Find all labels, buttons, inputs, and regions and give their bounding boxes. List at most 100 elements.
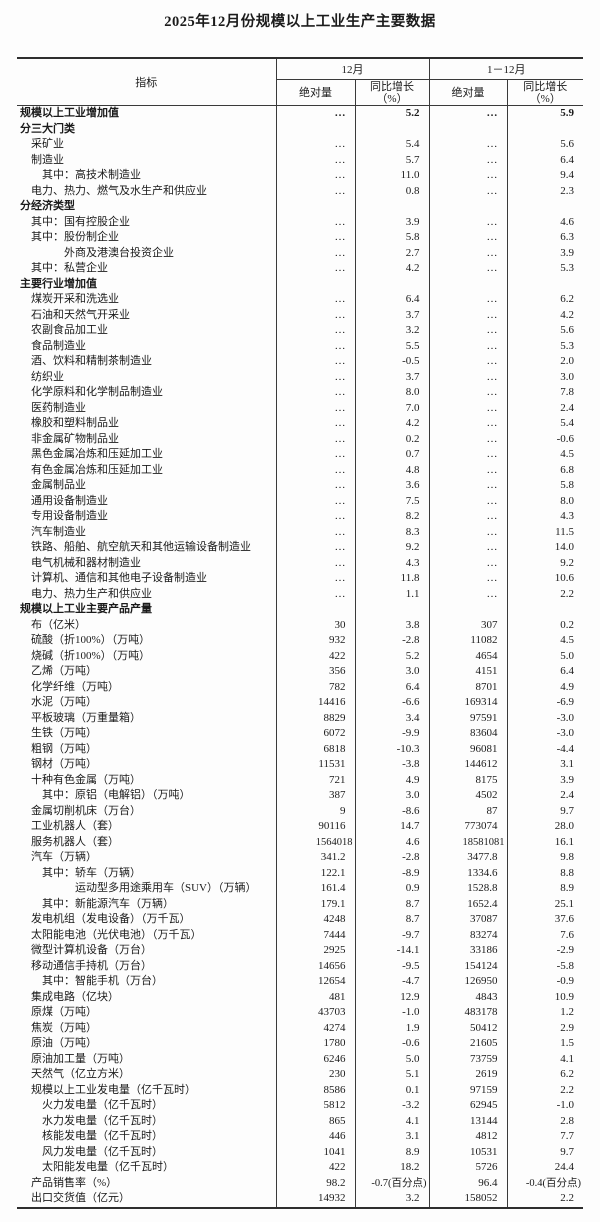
indicator-label: 医药制造业: [31, 401, 86, 414]
cum-yoy-value: 4.5: [506, 447, 583, 463]
dec-absolute-value: 90116: [275, 819, 355, 835]
cum-yoy-value: 10.6: [506, 571, 583, 587]
dec-absolute-value: 161.4: [275, 881, 355, 897]
dec-yoy-value: -10.3: [354, 741, 429, 757]
cum-absolute-value: 96081: [428, 741, 507, 757]
cum-yoy-value: 4.5: [506, 633, 583, 649]
cum-yoy-value: [506, 121, 583, 137]
cum-yoy-value: 2.4: [506, 788, 583, 804]
col-group-december: 12月: [275, 58, 429, 80]
table-row: 黑色金属冶炼和压延加工业 … 0.7 … 4.5: [17, 447, 583, 463]
dec-yoy-value: 0.7: [354, 447, 429, 463]
indicator-label: 计算机、通信和其他电子设备制造业: [31, 572, 207, 584]
dec-absolute-value: 230: [275, 1067, 355, 1083]
table-row: 原油加工量（万吨） 6246 5.0 73759 4.1: [17, 1051, 583, 1067]
cum-yoy-value: 9.2: [506, 555, 583, 571]
indicator-label: 规模以上工业发电量（亿千瓦时）: [31, 1083, 196, 1096]
indicator-label: 水泥（万吨）: [31, 696, 97, 708]
indicator-label: 生铁（万吨）: [31, 727, 97, 739]
dec-absolute-value: [275, 276, 355, 292]
table-row: 采矿业 … 5.4 … 5.6: [17, 137, 583, 153]
indicator-label: 原煤（万吨）: [31, 1006, 97, 1018]
table-row: 有色金属冶炼和压延加工业 … 4.8 … 6.8: [17, 462, 583, 478]
cum-yoy-value: 5.6: [506, 323, 583, 339]
indicator-label: 水力发电量（亿千瓦时）: [42, 1114, 163, 1127]
cum-absolute-value: 126950: [428, 974, 507, 990]
indicator-label: 煤炭开采和洗选业: [31, 293, 119, 305]
cum-absolute-value: 307: [428, 617, 507, 633]
cum-absolute-value: …: [428, 338, 507, 354]
dec-absolute-value: 865: [275, 1113, 355, 1129]
indicator-label: 服务机器人（套）: [31, 835, 119, 848]
cum-yoy-value: 1.2: [506, 1005, 583, 1021]
cum-absolute-value: …: [428, 462, 507, 478]
cum-absolute-value: 83604: [428, 726, 507, 742]
table-row: 其中：高技术制造业 … 11.0 … 9.4: [17, 168, 583, 184]
indicator-label: 乙烯（万吨）: [31, 665, 97, 677]
dec-absolute-value: 721: [275, 772, 355, 788]
cum-absolute-value: 483178: [428, 1005, 507, 1021]
cum-absolute-value: 154124: [428, 958, 507, 974]
cum-yoy-value: 6.2: [506, 1067, 583, 1083]
dec-yoy-value: 4.9: [354, 772, 429, 788]
table-row: 其中：股份制企业 … 5.8 … 6.3: [17, 230, 583, 246]
dec-yoy-value: 8.7: [354, 912, 429, 928]
cum-absolute-value: …: [428, 478, 507, 494]
dec-absolute-value: 6818: [275, 741, 355, 757]
table-row: 汽车制造业 … 8.3 … 11.5: [17, 524, 583, 540]
dec-absolute-value: …: [275, 230, 355, 246]
cum-absolute-value: 8175: [428, 772, 507, 788]
cum-yoy-value: -5.8: [506, 958, 583, 974]
table-row: 其中：新能源汽车（万辆） 179.1 8.7 1652.4 25.1: [17, 896, 583, 912]
dec-absolute-value: …: [275, 261, 355, 277]
dec-absolute-value: 446: [275, 1129, 355, 1145]
table-row: 其中：国有控股企业 … 3.9 … 4.6: [17, 214, 583, 230]
cum-absolute-value: …: [428, 261, 507, 277]
dec-absolute-value: …: [275, 168, 355, 184]
cum-yoy-value: 2.9: [506, 1020, 583, 1036]
cum-yoy-value: 3.9: [506, 772, 583, 788]
indicator-label: 发电机组（发电设备）（万千瓦）: [31, 913, 191, 925]
table-row: 焦炭（万吨） 4274 1.9 50412 2.9: [17, 1020, 583, 1036]
indicator-label: 电力、热力、燃气及水生产和供应业: [31, 184, 207, 197]
dec-yoy-value: 4.6: [354, 834, 429, 850]
dec-yoy-value: 8.7: [354, 896, 429, 912]
cum-yoy-value: 16.1: [506, 834, 583, 850]
dec-absolute-value: 1564018: [275, 834, 355, 850]
cum-absolute-value: 62945: [428, 1098, 507, 1114]
dec-yoy-value: -8.6: [354, 803, 429, 819]
table-row: 运动型多用途乘用车（SUV）（万辆） 161.4 0.9 1528.8 8.9: [17, 881, 583, 897]
dec-absolute-value: …: [275, 152, 355, 168]
dec-absolute-value: …: [275, 369, 355, 385]
cum-yoy-value: 3.9: [506, 245, 583, 261]
dec-yoy-value: 3.2: [354, 323, 429, 339]
cum-absolute-value: 4654: [428, 648, 507, 664]
table-row: 原煤（万吨） 43703 -1.0 483178 1.2: [17, 1005, 583, 1021]
cum-absolute-value: 1528.8: [428, 881, 507, 897]
dec-yoy-value: 4.2: [354, 416, 429, 432]
cum-yoy-value: 2.4: [506, 400, 583, 416]
dec-absolute-value: 9: [275, 803, 355, 819]
dec-absolute-value: …: [275, 571, 355, 587]
cum-yoy-value: 9.7: [506, 803, 583, 819]
indicator-label: 其中：高技术制造业: [42, 169, 141, 181]
cum-yoy-value: 8.8: [506, 865, 583, 881]
dec-absolute-value: …: [275, 447, 355, 463]
table-row: 电气机械和器材制造业 … 4.3 … 9.2: [17, 555, 583, 571]
table-row: 核能发电量（亿千瓦时） 446 3.1 4812 7.7: [17, 1129, 583, 1145]
dec-absolute-value: …: [275, 338, 355, 354]
table-row: 原油（万吨） 1780 -0.6 21605 1.5: [17, 1036, 583, 1052]
cum-absolute-value: …: [428, 307, 507, 323]
table-row: 十种有色金属（万吨） 721 4.9 8175 3.9: [17, 772, 583, 788]
cum-absolute-value: 97591: [428, 710, 507, 726]
cum-yoy-value: 4.9: [506, 679, 583, 695]
cum-yoy-value: 4.2: [506, 307, 583, 323]
table-row: 其中：私营企业 … 4.2 … 5.3: [17, 261, 583, 277]
dec-absolute-value: [275, 199, 355, 215]
table-row: 烧碱（折100%）（万吨） 422 5.2 4654 5.0: [17, 648, 583, 664]
dec-absolute-value: …: [275, 354, 355, 370]
dec-absolute-value: …: [275, 183, 355, 199]
indicator-label: 非金属矿物制品业: [31, 432, 119, 445]
table-row: 化学原料和化学制品制造业 … 8.0 … 7.8: [17, 385, 583, 401]
indicator-label: 铁路、船舶、航空航天和其他运输设备制造业: [31, 541, 251, 553]
